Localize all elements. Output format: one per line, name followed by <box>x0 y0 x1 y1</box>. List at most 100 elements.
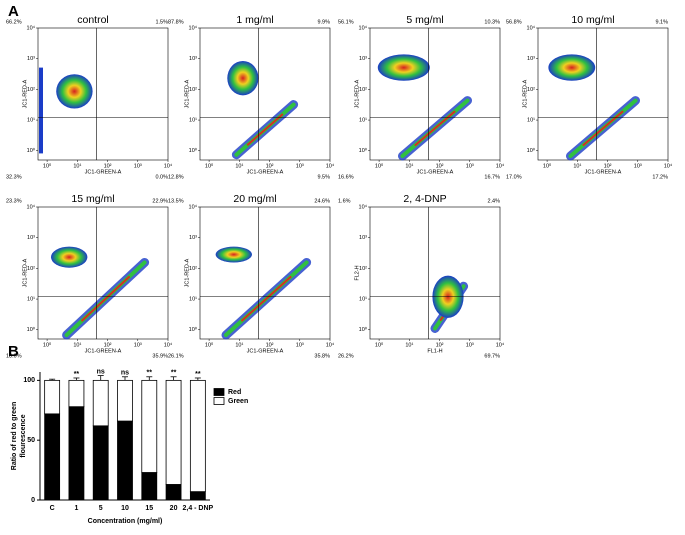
quadrant-percent: 26.1% <box>168 353 184 359</box>
x-axis-label: FL1-H <box>427 348 442 354</box>
y-tick-label: 10¹ <box>527 118 535 124</box>
x-axis-label: JC1-GREEN-A <box>85 348 122 354</box>
y-axis-label: JC1-RED-A <box>22 79 28 108</box>
y-tick-label: 10⁰ <box>27 326 36 333</box>
y-tick-label: 10¹ <box>27 297 35 303</box>
legend-swatch <box>213 388 225 396</box>
y-tick-label: 50 <box>27 437 35 444</box>
quadrant-percent: 35.8% <box>314 353 330 359</box>
significance-label: ** <box>74 371 80 378</box>
quadrant-percent: 23.3% <box>6 198 22 204</box>
quadrant-percent: 87.8% <box>168 19 184 25</box>
y-tick-label: 10⁴ <box>189 203 198 210</box>
plot-frame <box>369 27 501 161</box>
y-tick-label: 10⁴ <box>527 24 536 31</box>
bar-segment <box>189 491 206 501</box>
x-tick-label: 10² <box>104 342 112 348</box>
x-tick-label: 10³ <box>466 163 474 169</box>
x-tick-label: 10⁰ <box>43 162 52 169</box>
quadrant-percent: 26.2% <box>338 353 354 359</box>
legend-label: Red <box>228 389 241 396</box>
density-blob <box>50 246 88 268</box>
significance-label: ns <box>97 368 105 375</box>
quadrant-percent: 16.6% <box>338 174 354 180</box>
quadrant-percent: 9.1% <box>655 19 668 25</box>
quadrant-percent: 10.3% <box>484 19 500 25</box>
x-tick-label: 10⁴ <box>326 341 335 348</box>
y-tick-label: 10³ <box>27 235 35 241</box>
significance-label: ** <box>147 370 153 377</box>
y-tick-label: 10¹ <box>189 297 197 303</box>
x-tick-label: 10⁰ <box>205 162 214 169</box>
bar-segment <box>117 379 133 422</box>
x-tick-label: 10³ <box>466 342 474 348</box>
y-tick-label: 10⁴ <box>189 24 198 31</box>
x-axis-label: JC1-GREEN-A <box>417 169 454 175</box>
y-tick-label: 10⁰ <box>27 147 36 154</box>
y-tick-label: 0 <box>31 497 35 504</box>
y-axis-label: JC1-RED-A <box>354 79 360 108</box>
x-tick-label: 1 <box>74 505 78 512</box>
quadrant-percent: 66.2% <box>6 19 22 25</box>
x-tick-label: 10⁰ <box>43 341 52 348</box>
x-tick-label: 15 <box>145 505 153 512</box>
y-tick-label: 10⁴ <box>27 24 36 31</box>
quadrant-percent: 69.7% <box>484 353 500 359</box>
x-axis-label: JC1-GREEN-A <box>85 169 122 175</box>
quadrant-percent: 22.9% <box>152 198 168 204</box>
y-tick-label: 100 <box>23 377 35 384</box>
legend-swatch <box>213 397 225 405</box>
y-axis-label: Ratio of red to green <box>11 402 18 470</box>
y-tick-label: 10² <box>27 87 35 93</box>
bar-segment <box>68 379 85 408</box>
density-blob <box>377 54 430 81</box>
y-tick-label: 10¹ <box>27 118 35 124</box>
quadrant-percent: 17.0% <box>506 174 522 180</box>
x-tick-label: C <box>50 505 55 512</box>
plot-title: 5 mg/ml <box>406 14 443 26</box>
bar-segment <box>141 472 158 501</box>
plot-frame <box>199 206 331 340</box>
x-tick-label: 2,4 - DNP <box>182 505 213 512</box>
quadrant-percent: 18.0% <box>6 353 22 359</box>
quadrant-percent: 9.9% <box>317 19 330 25</box>
quadrant-percent: 35.9% <box>152 353 168 359</box>
y-tick-label: 10³ <box>359 235 367 241</box>
x-tick-label: 10² <box>104 163 112 169</box>
y-tick-label: 10² <box>189 87 197 93</box>
quadrant-percent: 1.5% <box>155 19 168 25</box>
significance-label: ns <box>121 370 129 377</box>
plot-title: 10 mg/ml <box>571 14 614 26</box>
y-tick-label: 10⁰ <box>359 326 368 333</box>
density-blob <box>227 61 259 96</box>
y-tick-label: 10² <box>527 87 535 93</box>
quadrant-percent: 16.7% <box>484 174 500 180</box>
x-tick-label: 10² <box>436 342 444 348</box>
x-tick-label: 10² <box>266 342 274 348</box>
quadrant-percent: 24.6% <box>314 198 330 204</box>
x-tick-label: 10⁰ <box>543 162 552 169</box>
y-tick-label: 10² <box>359 266 367 272</box>
plot-title: 15 mg/ml <box>71 193 114 205</box>
significance-label: ** <box>195 371 201 378</box>
x-tick-label: 10¹ <box>235 342 243 348</box>
quadrant-percent: 32.3% <box>6 174 22 180</box>
y-tick-label: 10¹ <box>359 118 367 124</box>
bar-segment <box>68 406 85 501</box>
y-tick-label: 10² <box>27 266 35 272</box>
x-axis-label: Concentration (mg/ml) <box>88 518 163 525</box>
density-blob <box>215 246 252 263</box>
y-tick-label: 10³ <box>359 56 367 62</box>
y-axis-label: JC1-RED-A <box>22 258 28 287</box>
y-tick-label: 10⁰ <box>359 147 368 154</box>
y-tick-label: 10⁴ <box>359 24 368 31</box>
density-blob <box>56 74 93 109</box>
bar-segment <box>117 420 133 501</box>
quadrant-percent: 56.1% <box>338 19 354 25</box>
x-tick-label: 10⁴ <box>664 162 673 169</box>
quadrant-percent: 12.8% <box>168 174 184 180</box>
y-tick-label: 10³ <box>27 56 35 62</box>
density-band <box>246 113 284 146</box>
plot-frame <box>37 206 169 340</box>
